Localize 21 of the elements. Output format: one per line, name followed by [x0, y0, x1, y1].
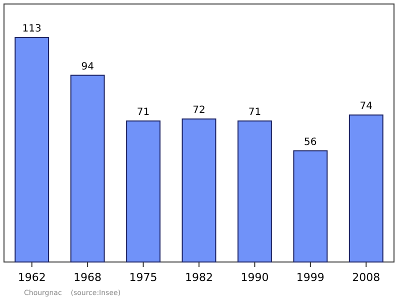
x-tick-label: 1999 [296, 271, 324, 284]
x-tick-label: 1962 [18, 271, 46, 284]
bar [182, 118, 216, 262]
data-label: 94 [81, 61, 94, 72]
data-label: 72 [192, 104, 206, 116]
x-tick-label: 1982 [185, 271, 213, 284]
bar [70, 74, 105, 262]
x-tick-label: 1975 [129, 271, 158, 284]
data-label: 71 [136, 106, 150, 118]
x-tick-label: 2008 [352, 271, 380, 284]
data-label: 71 [248, 106, 262, 118]
bar [293, 150, 328, 262]
data-label: 113 [22, 24, 42, 35]
x-tick-label: 1968 [74, 271, 102, 284]
x-tick-label: 1990 [240, 271, 269, 284]
bar [348, 114, 384, 262]
data-label: 74 [360, 101, 373, 112]
bar [126, 120, 160, 262]
bar [238, 120, 272, 262]
bar [14, 37, 50, 262]
data-label: 56 [304, 136, 317, 148]
